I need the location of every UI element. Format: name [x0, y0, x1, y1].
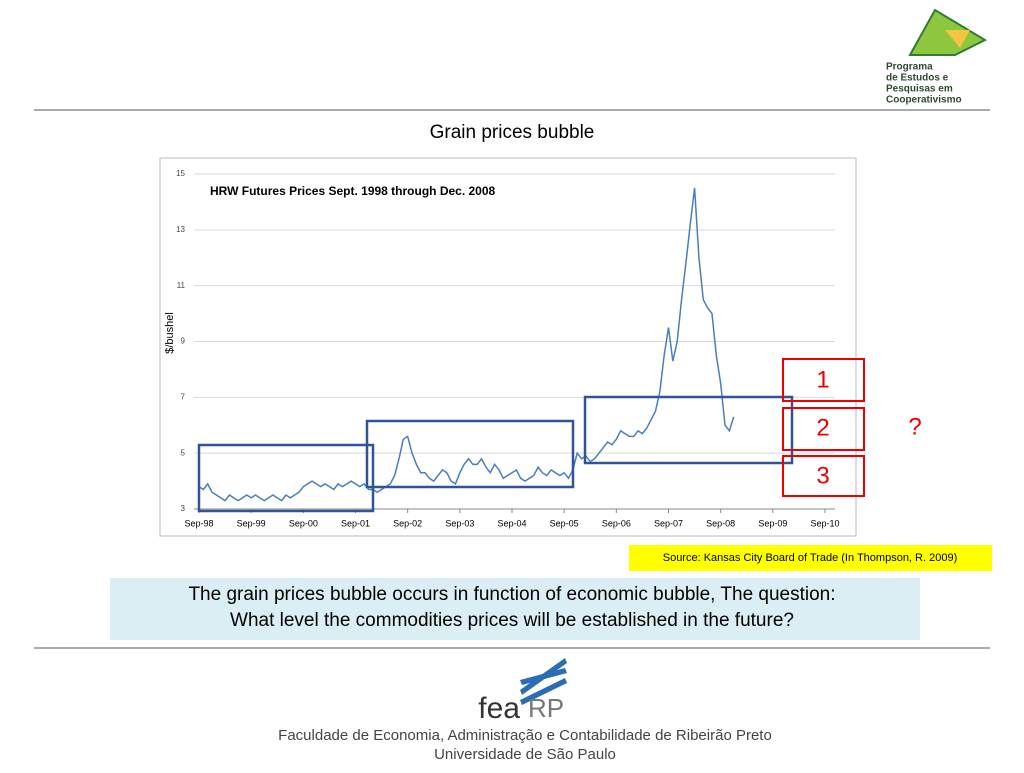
footer-logo: RP [528, 693, 564, 723]
footer-logo: fea [478, 692, 520, 725]
x-tick-label: Sep-04 [497, 518, 526, 528]
source: Source: Kansas City Board of Trade (In T… [663, 552, 958, 564]
x-tick-label: Sep-01 [341, 518, 370, 528]
x-tick-label: Sep-07 [654, 518, 683, 528]
x-tick-label: Sep-05 [550, 518, 579, 528]
level-label: 1 [816, 366, 829, 393]
x-tick-label: Sep-02 [393, 518, 422, 528]
caption: The grain prices bubble occurs in functi… [188, 584, 835, 605]
level-label: 2 [816, 414, 829, 441]
footer-text: Universidade de São Paulo [434, 746, 616, 763]
logo-text: de Estudos e [886, 73, 949, 84]
period-boxes [197, 395, 794, 513]
chart-frame [159, 157, 857, 537]
y-tick-label: 15 [176, 169, 185, 178]
y-tick-label: 9 [181, 337, 186, 346]
logo-text: Programa [886, 62, 933, 73]
level-label: 3 [816, 462, 829, 489]
footer-text: Faculdade de Economia, Administração e C… [278, 727, 772, 744]
caption: What level the commodities prices will b… [230, 610, 794, 631]
x-tick-label: Sep-10 [810, 518, 839, 528]
chart-title: HRW Futures Prices Sept. 1998 through De… [210, 184, 496, 198]
y-tick-label: 13 [176, 225, 185, 234]
x-tick-label: Sep-00 [289, 518, 318, 528]
question-mark: ? [908, 413, 921, 440]
source-box [629, 545, 992, 571]
price-line [198, 187, 735, 502]
y-tick-label: 5 [181, 448, 186, 457]
logo-text: Cooperativismo [886, 95, 962, 106]
x-tick-label: Sep-08 [706, 518, 735, 528]
x-tick-label: Sep-98 [184, 518, 213, 528]
caption-box [110, 578, 920, 640]
y-tick-label: 3 [181, 504, 186, 513]
y-axis-label: $/bushel [164, 312, 176, 354]
x-tick-label: Sep-99 [237, 518, 266, 528]
y-tick-label: 11 [177, 281, 186, 290]
footer-logo-icon [520, 658, 567, 705]
logo-text: Pesquisas em [886, 84, 953, 95]
y-tick-label: 7 [181, 392, 186, 401]
logo-icon [908, 8, 988, 56]
x-tick-label: Sep-09 [758, 518, 787, 528]
x-tick-label: Sep-03 [445, 518, 474, 528]
slide-title: Grain prices bubble [430, 122, 595, 143]
level-boxes [782, 358, 865, 497]
x-tick-label: Sep-06 [602, 518, 631, 528]
